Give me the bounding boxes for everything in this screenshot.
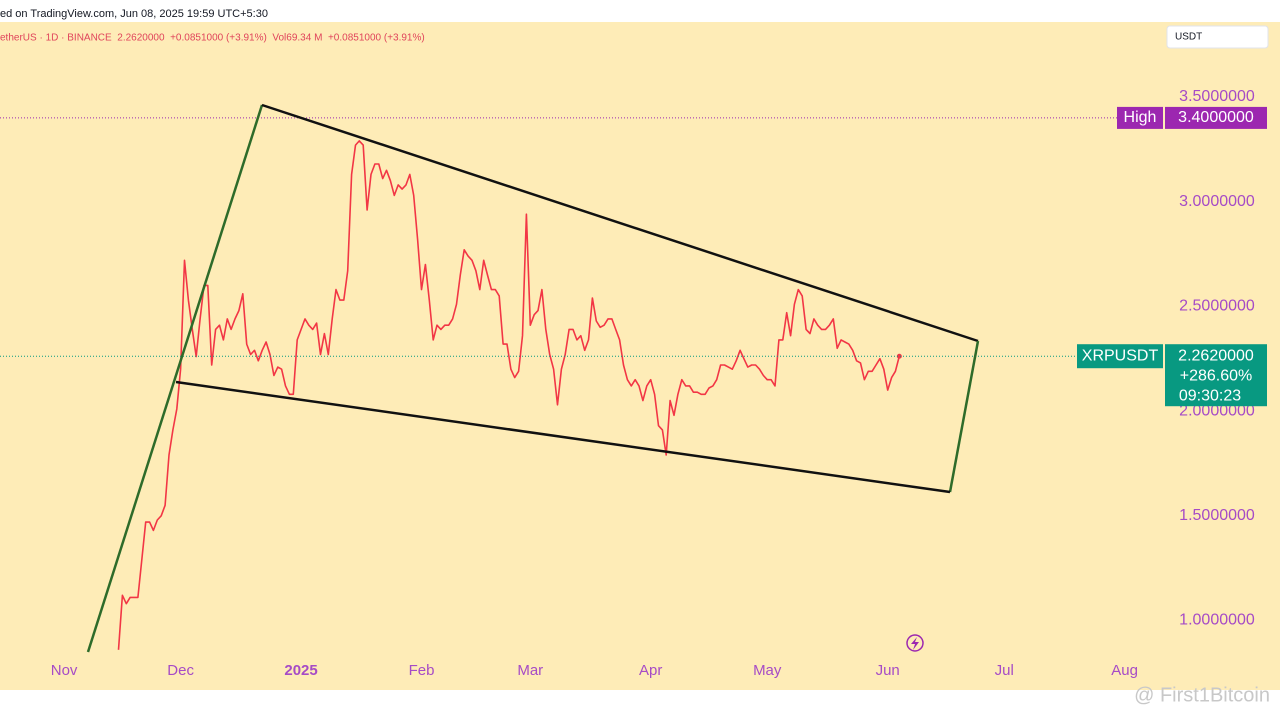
- high-tag-label: High: [1124, 109, 1157, 126]
- symbol: XRPUSDT: [1082, 347, 1159, 364]
- bottom-bar: [0, 690, 1280, 720]
- y-tick-label: 2.5000000: [1179, 298, 1255, 315]
- lightning-icon[interactable]: [906, 634, 924, 652]
- trendline: [175, 380, 951, 494]
- x-tick-label: 2025: [284, 662, 317, 679]
- y-tick-label: 3.0000000: [1179, 193, 1255, 210]
- high-tag: [1117, 106, 1163, 129]
- change: +286.60%: [1180, 367, 1253, 384]
- x-tick-label: Apr: [639, 662, 662, 679]
- trendline: [86, 104, 264, 653]
- currency-box[interactable]: [1166, 25, 1269, 49]
- x-tick-label: May: [753, 662, 782, 679]
- watermark: @ First1Bitcoin: [1134, 684, 1270, 706]
- x-tick-label: Mar: [517, 662, 543, 679]
- countdown: 09:30:23: [1179, 387, 1241, 404]
- y-tick-label: 3.5000000: [1179, 88, 1255, 105]
- currency[interactable]: USDT: [1175, 32, 1202, 43]
- last-point: [896, 353, 902, 359]
- x-tick-label: Aug: [1111, 662, 1138, 679]
- x-tick-label: Dec: [167, 662, 194, 679]
- y-tick-label: 1.5000000: [1179, 507, 1255, 524]
- header: ed on TradingView.com, Jun 08, 2025 19:5…: [0, 8, 268, 20]
- top-bar: [0, 0, 1280, 22]
- plot: [0, 117, 1117, 650]
- high-value: 3.4000000: [1178, 109, 1254, 126]
- y-tick-label: 2.0000000: [1179, 402, 1255, 419]
- trendline: [261, 103, 979, 343]
- symbol-tag: [1077, 344, 1163, 369]
- y-tick-label: 1.0000000: [1179, 612, 1255, 629]
- price-tag: [1165, 344, 1267, 407]
- x-tick-label: Jul: [995, 662, 1014, 679]
- x-tick-label: Nov: [51, 662, 78, 679]
- legend-line: etherUS · 1D · BINANCE 2.2620000 +0.0851…: [0, 33, 425, 44]
- x-tick-label: Jun: [876, 662, 900, 679]
- x-tick-label: Feb: [409, 662, 435, 679]
- high-value-tag: [1165, 106, 1267, 129]
- last-price: 2.2620000: [1178, 347, 1254, 364]
- trendline: [948, 340, 980, 493]
- price-line: [117, 140, 901, 650]
